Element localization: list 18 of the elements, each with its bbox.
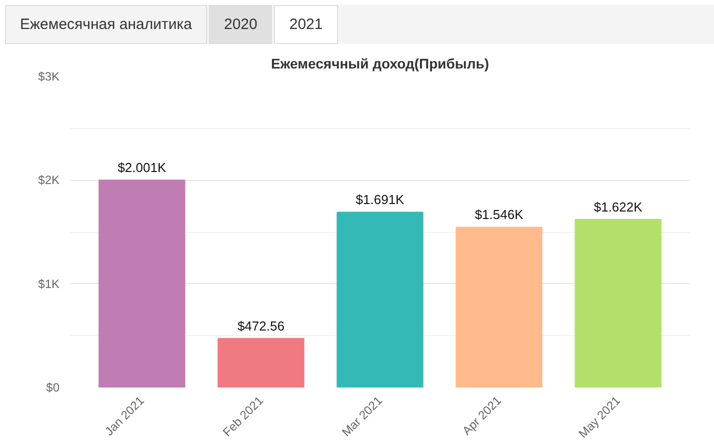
data-label: $1.691K bbox=[356, 192, 405, 208]
bar bbox=[574, 218, 662, 388]
y-tick-label: $0 bbox=[46, 380, 60, 394]
data-label: $1.622K bbox=[594, 199, 643, 214]
text: 2020 bbox=[208, 5, 272, 44]
data-label: $1.546K bbox=[474, 207, 524, 222]
text: Ежемесячная аналитика bbox=[5, 5, 207, 44]
data-label: $2.001K bbox=[118, 160, 166, 176]
y-tick-label: $3K bbox=[38, 70, 60, 84]
bar bbox=[218, 338, 304, 388]
y-tick-label: $1K bbox=[38, 276, 60, 291]
bar bbox=[98, 180, 186, 388]
y-tick-label: $2K bbox=[38, 173, 60, 188]
chart-title: Ежемесячный доход(Прибыль) bbox=[270, 56, 490, 72]
bar bbox=[456, 226, 542, 388]
data-label: $472.56 bbox=[237, 318, 284, 334]
bar bbox=[336, 212, 424, 388]
text: 2021 bbox=[274, 5, 338, 44]
